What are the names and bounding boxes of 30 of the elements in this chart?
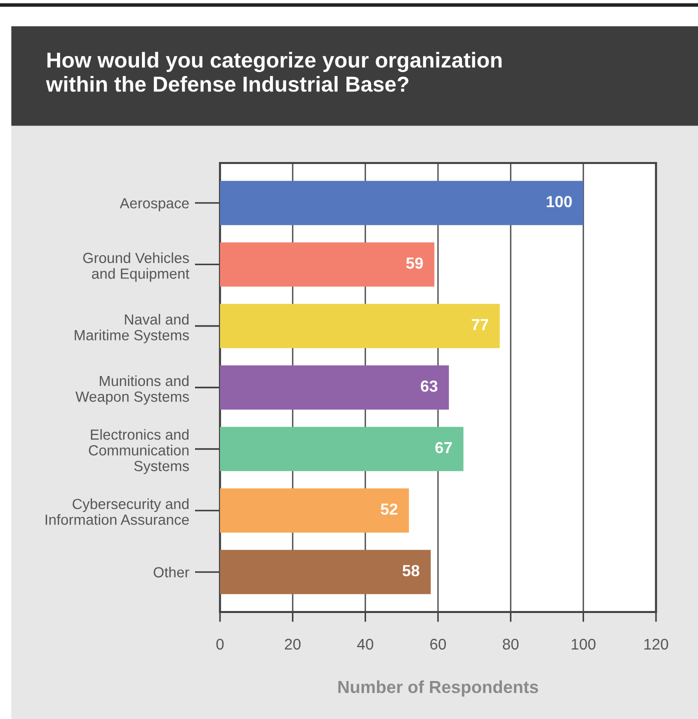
bar: [220, 488, 409, 533]
bar: [220, 180, 584, 226]
x-axis-title: Number of Respondents: [338, 680, 538, 697]
y-tick-label: Ground Vehicles and Equipment: [83, 252, 190, 282]
chart-title: How would you categorize your organization within the Defense Industrial Base?: [46, 52, 502, 92]
bar: [220, 365, 449, 410]
data-label: 52: [380, 503, 398, 515]
data-label: 77: [472, 319, 488, 330]
x-tick-label: 120: [644, 638, 668, 650]
data-label: 100: [546, 196, 572, 208]
y-tick-label: Munitions and Weapon Systems: [75, 375, 189, 405]
x-tick-label: 0: [216, 638, 224, 650]
bar: [220, 550, 431, 594]
data-label: 67: [435, 442, 452, 454]
y-tick-label: Naval and Maritime Systems: [74, 314, 189, 344]
x-tick-label: 40: [357, 638, 374, 650]
x-tick-label: 20: [284, 638, 301, 650]
y-tick-label: Cybersecurity and Information Assurance: [46, 498, 189, 525]
data-label: 63: [420, 380, 438, 392]
x-tick-label: 100: [572, 638, 596, 650]
y-tick-label: Other: [154, 566, 190, 578]
bar: [220, 426, 464, 472]
y-tick-label: Electronics and Communication Systems: [88, 429, 189, 474]
data-label: 59: [406, 257, 423, 269]
x-tick-label: 80: [502, 638, 519, 650]
bar: [220, 304, 500, 348]
y-tick-label: Aerospace: [120, 198, 189, 212]
bar: [220, 242, 434, 287]
x-tick-label: 60: [430, 638, 446, 650]
data-label: 58: [402, 565, 420, 576]
